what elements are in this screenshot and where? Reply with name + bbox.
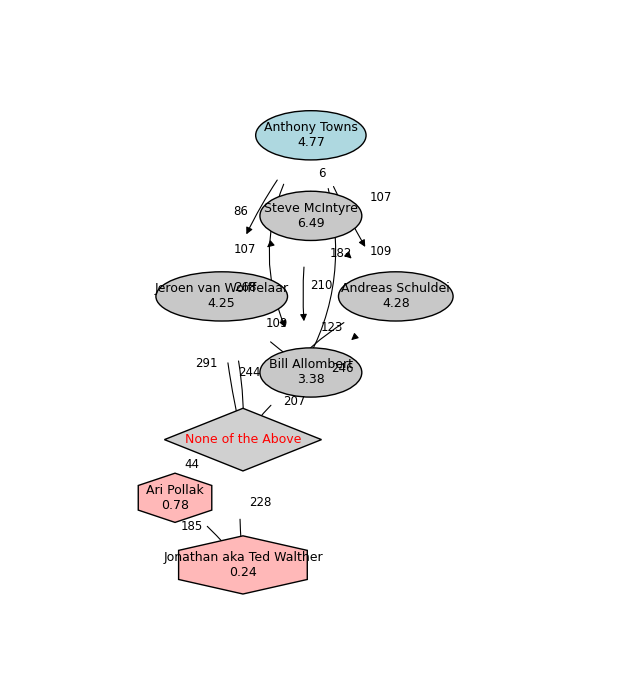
FancyArrowPatch shape	[269, 184, 285, 326]
Polygon shape	[165, 408, 321, 471]
Text: 109: 109	[370, 245, 392, 258]
FancyArrowPatch shape	[268, 241, 274, 247]
Text: Bill Allombert
3.38: Bill Allombert 3.38	[269, 358, 353, 386]
FancyArrowPatch shape	[176, 492, 183, 497]
FancyArrowPatch shape	[334, 186, 365, 246]
FancyArrowPatch shape	[308, 191, 314, 215]
FancyArrowPatch shape	[244, 405, 271, 439]
FancyArrowPatch shape	[271, 342, 310, 372]
Ellipse shape	[156, 272, 287, 321]
Polygon shape	[138, 473, 212, 522]
Ellipse shape	[339, 272, 453, 321]
FancyArrowPatch shape	[228, 363, 244, 439]
FancyArrowPatch shape	[287, 322, 344, 372]
FancyArrowPatch shape	[352, 334, 358, 339]
Text: 185: 185	[181, 520, 203, 533]
Text: Jonathan aka Ted Walther
0.24: Jonathan aka Ted Walther 0.24	[163, 551, 322, 579]
Text: 244: 244	[238, 366, 261, 379]
FancyArrowPatch shape	[240, 520, 245, 564]
Text: None of the Above: None of the Above	[184, 433, 301, 446]
Polygon shape	[179, 536, 307, 594]
Ellipse shape	[256, 111, 366, 160]
Text: Ari Pollak
0.78: Ari Pollak 0.78	[146, 483, 204, 512]
Text: 207: 207	[283, 395, 305, 408]
Text: 109: 109	[266, 317, 288, 330]
Text: Anthony Towns
4.77: Anthony Towns 4.77	[264, 121, 358, 150]
Text: 268: 268	[234, 281, 256, 294]
FancyArrowPatch shape	[345, 252, 351, 258]
Text: 291: 291	[196, 357, 218, 370]
FancyArrowPatch shape	[296, 188, 335, 379]
Text: 44: 44	[184, 458, 199, 471]
Text: 6: 6	[318, 167, 325, 180]
Text: 228: 228	[249, 496, 271, 509]
Text: Andreas Schuldei
4.28: Andreas Schuldei 4.28	[342, 282, 450, 310]
FancyArrowPatch shape	[301, 267, 306, 320]
Text: 182: 182	[329, 248, 352, 260]
Text: Steve McIntyre
6.49: Steve McIntyre 6.49	[264, 202, 358, 230]
Text: 86: 86	[233, 205, 248, 218]
Text: 107: 107	[370, 192, 392, 205]
FancyArrowPatch shape	[238, 361, 246, 439]
Text: 246: 246	[331, 362, 354, 375]
Text: 107: 107	[234, 243, 256, 256]
FancyArrowPatch shape	[247, 180, 277, 233]
Ellipse shape	[260, 191, 362, 241]
Text: 123: 123	[321, 321, 344, 335]
Text: 210: 210	[310, 279, 332, 292]
FancyArrowPatch shape	[207, 526, 242, 564]
Ellipse shape	[260, 348, 362, 397]
Text: Jeroen van Wolffelaar
4.25: Jeroen van Wolffelaar 4.25	[155, 282, 289, 310]
